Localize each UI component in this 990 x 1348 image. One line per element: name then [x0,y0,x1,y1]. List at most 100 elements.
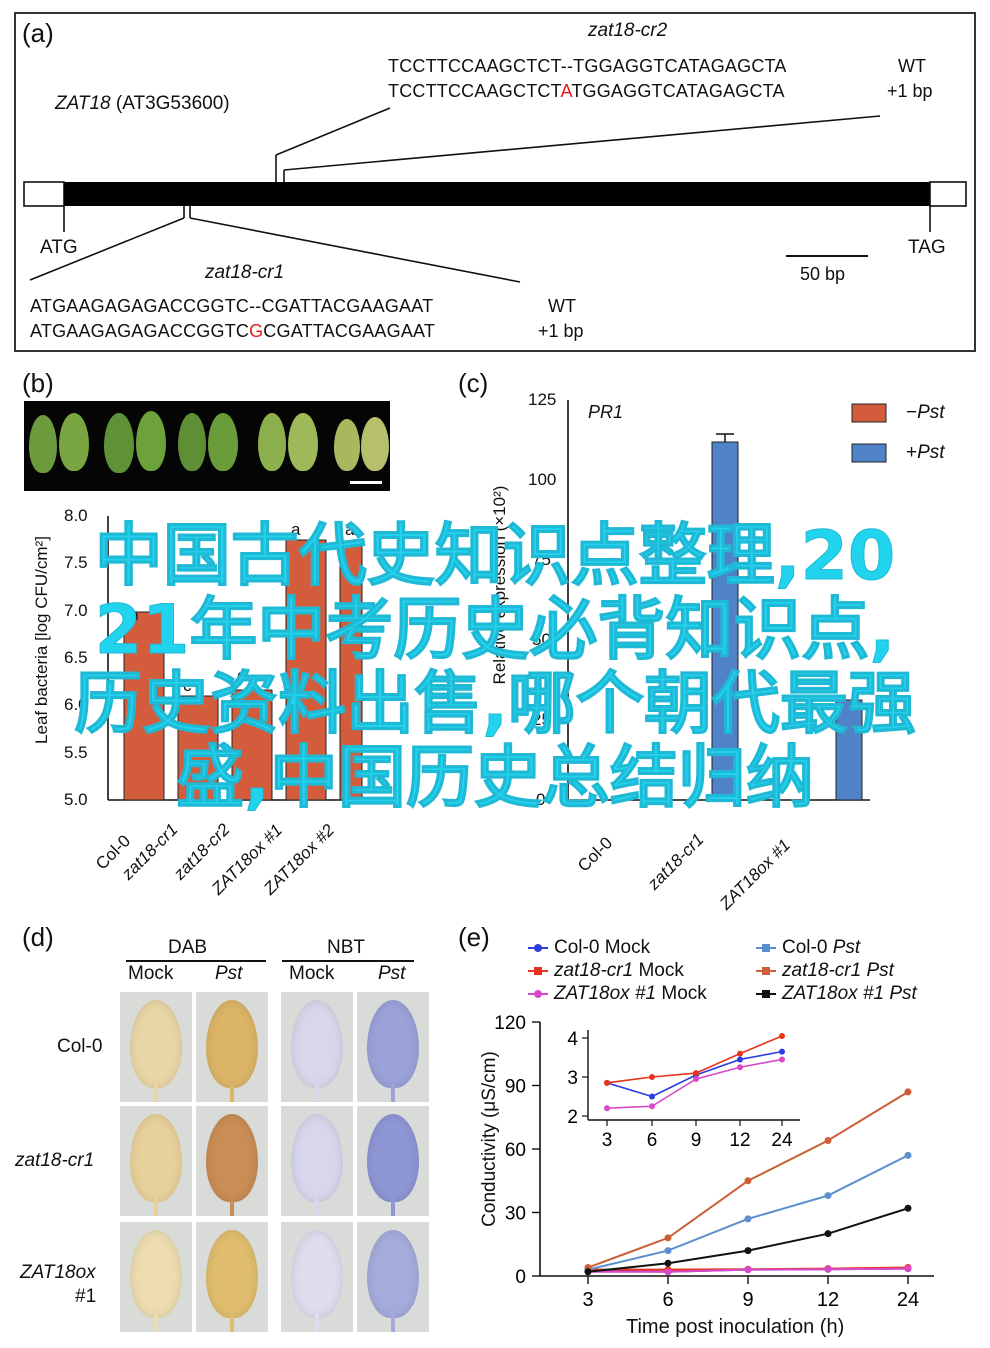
significance-letter: b [129,606,139,625]
row-label-cr1: zat18-cr1 [15,1150,95,1171]
e-data-point [824,1137,832,1145]
e-x-tick-label: 9 [742,1289,753,1311]
leaf [367,1114,419,1202]
e-legend-item: Col-0 Mock [528,937,650,959]
e-y-tick-label: 0 [515,1267,526,1288]
e-y-tick-label: 60 [505,1140,526,1161]
stained-leaf-image [196,1222,268,1332]
cr1-plus1-label: +1 bp [538,321,584,341]
leaf [206,1230,258,1318]
significance-letter: c [183,676,192,695]
e-x-tick-label: 24 [897,1289,919,1311]
panel-c-chart [567,400,887,801]
leaf-petiole [315,1084,319,1102]
bar [285,539,327,801]
legend-marker-dot [534,944,542,952]
inset-x-tick-label: 3 [602,1130,613,1151]
legend-genotype: zat18-cr1 [554,960,634,981]
scale-bar-label: 50 bp [800,264,846,284]
stained-leaf-image [281,992,353,1102]
inset-x-tick-label: 24 [771,1130,793,1151]
legend-marker-icon [528,967,548,975]
legend-genotype: ZAT18ox #1 [554,983,657,1004]
panel-e-label: (e) [458,922,490,952]
bar [231,689,273,801]
cr1-callout-line [29,217,185,281]
cr2-mut-suffix: TGGAGGTCATAGAGCTA [571,81,785,101]
legend-treatment: Pst [889,983,917,1004]
leaf [130,1114,182,1202]
cr2-title: zat18-cr2 [588,20,668,41]
e-legend-item: zat18-cr1 Pst [756,960,894,982]
leaf [206,1114,258,1202]
e-y-tick-label: 90 [505,1077,526,1098]
panel-b-chart [107,516,372,801]
panel-c-label: (c) [458,368,489,398]
leaf-petiole [315,1314,319,1332]
inset-data-point [649,1093,655,1100]
bar [711,441,739,801]
e-data-point [744,1215,752,1223]
cr1-wt-label: WT [548,296,576,316]
inset-data-point [649,1074,655,1080]
c-legend-minus: −Pst [906,402,945,424]
photo-scale-bar [350,481,382,484]
legend-treatment: Mock [638,960,684,981]
inset-y-tick-label: 2 [567,1107,578,1128]
legend-marker-icon [756,990,776,998]
significance-letter: a [345,520,355,539]
c-y-tick-label: 0 [536,790,546,809]
cr1-wt-sequence: ATGAAGAGAGACCGGTC--CGATTACGAAGAAT [30,296,434,316]
leaf-petiole [154,1084,158,1102]
stained-leaf-image [357,992,429,1102]
leaf-petiole [154,1198,158,1216]
leaf [334,419,360,471]
legend-genotype: Col-0 [782,937,828,958]
legend-marker-dot [534,967,542,975]
e-data-point [904,1088,912,1096]
leaf [130,1230,182,1318]
inset-data-point [693,1075,699,1082]
leaf-petiole [391,1084,395,1102]
e-legend-item: ZAT18ox #1 Pst [756,983,917,1005]
stained-leaf-image [281,1106,353,1216]
utr-3prime [929,181,967,207]
inset-data-point [779,1056,785,1063]
leaf [367,1000,419,1088]
gene-locus: (AT3G53600) [115,93,230,114]
e-y-axis-label: Conductivity (μS/cm) [479,1051,500,1227]
b-y-tick-label: 8.0 [64,506,88,525]
e-data-point [744,1247,752,1255]
bar [339,543,363,801]
bar [177,695,219,801]
legend-marker-dot [762,990,770,998]
col-header-mock: Mock [128,963,174,984]
cr2-mut-prefix: TCCTTCCAAGCTCT [388,81,561,101]
stained-leaf-image [120,1106,192,1216]
c-y-tick-label: 25 [532,710,551,729]
inset-data-point [779,1048,785,1055]
leaf [136,411,166,471]
leaf [29,415,57,473]
cr2-plus1-label: +1 bp [887,81,933,101]
legend-genotype: Col-0 [554,937,600,958]
bar [835,699,863,801]
row-label-col0: Col-0 [57,1036,103,1057]
leaf-petiole [391,1314,395,1332]
leaf [178,413,206,471]
b-y-tick-label: 6.0 [64,695,88,715]
cr1-title: zat18-cr1 [205,262,285,283]
b-y-tick-label: 5.0 [64,789,88,809]
stained-leaf-image [120,1222,192,1332]
row-label-ox-line: #1 [75,1286,97,1307]
stained-leaf-image [357,1222,429,1332]
b-y-tick-label: 7.0 [64,600,88,620]
bar [123,611,165,801]
e-y-tick-label: 120 [494,1013,526,1034]
panel-a-label: (a) [22,18,54,48]
e-data-point [584,1268,592,1276]
legend-treatment: Mock [604,937,651,958]
legend-marker-icon [756,967,776,975]
c-y-tick-label: 125 [528,390,557,409]
